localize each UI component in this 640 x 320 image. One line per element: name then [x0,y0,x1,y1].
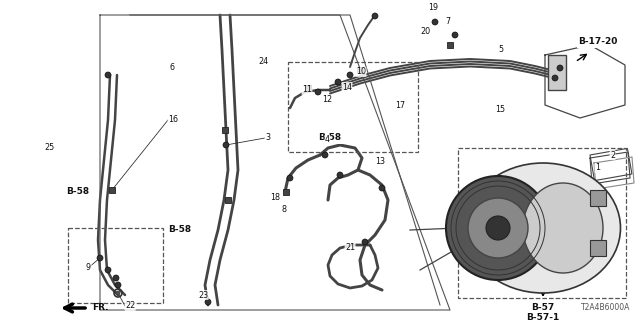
Bar [305,85,311,91]
Bar [283,189,289,195]
Text: 21: 21 [345,244,355,252]
Circle shape [432,19,438,25]
Text: 16: 16 [168,116,178,124]
Text: 2: 2 [610,150,615,159]
Circle shape [347,72,353,78]
Text: 9: 9 [86,263,91,273]
Bar [225,197,231,203]
Bar [590,190,606,206]
Text: 15: 15 [495,106,505,115]
Circle shape [379,185,385,191]
Circle shape [115,282,121,288]
Text: 22: 22 [125,301,135,310]
Text: 24: 24 [258,58,268,67]
Circle shape [223,142,229,148]
Text: 23: 23 [198,291,208,300]
Circle shape [335,79,341,85]
Circle shape [557,65,563,71]
Circle shape [468,198,528,258]
Text: 6: 6 [170,63,175,73]
Text: 10: 10 [356,68,366,76]
Text: B-58: B-58 [319,133,342,142]
Text: 4: 4 [325,135,330,145]
Text: B-17-20: B-17-20 [579,37,618,46]
Bar [590,148,632,180]
Bar [109,187,115,193]
Text: 1: 1 [595,164,600,172]
Circle shape [97,255,103,261]
Text: 19: 19 [428,4,438,12]
Bar [548,55,566,90]
Circle shape [362,239,368,245]
Text: 5: 5 [498,45,503,54]
Text: 7: 7 [445,18,450,27]
Text: 25: 25 [44,143,54,153]
Circle shape [486,216,510,240]
Bar [357,67,363,73]
Ellipse shape [523,183,603,273]
Bar [68,228,163,303]
Circle shape [446,176,550,280]
Circle shape [372,13,378,19]
Text: 11: 11 [302,85,312,94]
Text: B-57: B-57 [531,303,555,313]
Circle shape [337,172,343,178]
Text: 18: 18 [270,194,280,203]
Text: T2A4B6000A: T2A4B6000A [580,303,630,312]
Ellipse shape [465,163,621,293]
Circle shape [287,175,293,181]
Text: B-57-1: B-57-1 [526,314,559,320]
Circle shape [205,299,211,305]
Text: B-58: B-58 [67,188,90,196]
Text: 14: 14 [342,83,352,92]
Bar [222,127,228,133]
Bar [447,42,453,48]
Circle shape [116,291,120,295]
Bar [458,148,626,298]
Circle shape [113,275,119,281]
Text: FR.: FR. [92,303,109,313]
Text: 12: 12 [322,95,332,105]
Bar [590,240,606,256]
Circle shape [315,89,321,95]
Text: 8: 8 [282,205,287,214]
Circle shape [105,72,111,78]
Circle shape [322,152,328,158]
Circle shape [105,267,111,273]
Text: 20: 20 [420,28,430,36]
Text: 13: 13 [375,157,385,166]
Text: 3: 3 [265,133,270,142]
Circle shape [452,32,458,38]
Text: 17: 17 [395,100,405,109]
Circle shape [552,75,558,81]
Text: B-58: B-58 [168,226,191,235]
Bar [288,62,418,152]
